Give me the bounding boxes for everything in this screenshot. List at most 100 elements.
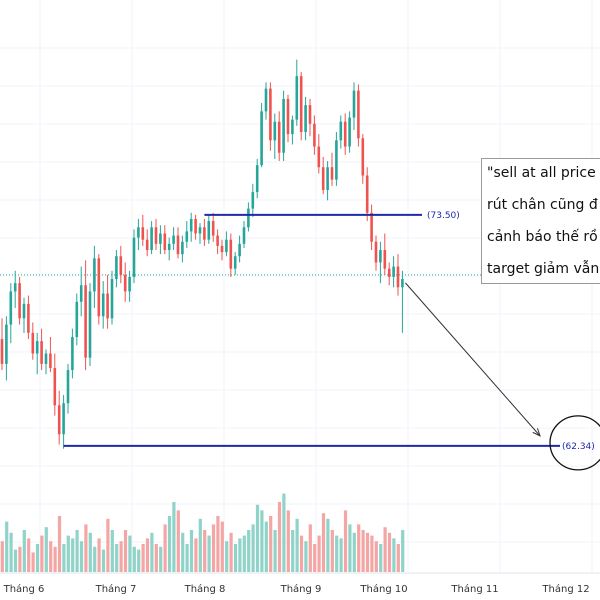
volume-bar (255, 504, 260, 572)
candle-body (27, 303, 30, 333)
volume-bar (159, 546, 163, 572)
price-levels[interactable]: (73.50) (62.34) (63, 211, 600, 471)
volume-bar (401, 530, 405, 572)
volume-bar (264, 521, 268, 572)
candle-body (313, 123, 316, 147)
volume-bar (383, 527, 387, 572)
candle-body (321, 167, 325, 191)
candle-body (35, 341, 39, 354)
volume-bar (308, 524, 312, 572)
volume-bar (321, 513, 326, 572)
volume-bar (233, 544, 238, 572)
candle-body (132, 237, 136, 277)
volume-bar (40, 535, 44, 572)
x-axis-tick-label: Tháng 10 (359, 583, 407, 595)
candle-body (110, 279, 114, 319)
volume-bar (93, 546, 97, 572)
candle-body (260, 111, 263, 166)
candle-body (49, 353, 52, 369)
volume-bar (352, 532, 356, 572)
candle-body (233, 256, 237, 269)
candle-body (238, 243, 241, 257)
candle-body (66, 370, 70, 404)
volume-bar (106, 518, 110, 572)
candle-body (53, 368, 57, 406)
candle-body (207, 221, 211, 240)
candle-body (273, 121, 277, 141)
candle-body (0, 339, 4, 364)
candle-body (154, 227, 158, 244)
volume-bar (286, 510, 290, 572)
volume-bar (207, 535, 211, 572)
volume-bar (53, 546, 57, 572)
volume-bar (379, 544, 383, 572)
candle-body (304, 105, 307, 133)
volume-bar (299, 535, 304, 572)
candle-body (57, 405, 61, 435)
candle-body (216, 235, 219, 246)
candle-body (269, 88, 272, 141)
candle-body (119, 256, 123, 275)
candle-body (211, 221, 215, 236)
volume-bar (251, 524, 255, 572)
volume-bar (225, 541, 229, 572)
volume-bar (5, 521, 9, 572)
candle-body (101, 293, 105, 317)
volume-bar (343, 510, 348, 572)
volume-bar (335, 535, 339, 572)
volume-bar (132, 546, 136, 572)
volume-bar (71, 538, 75, 572)
x-axis-tick-label: Tháng 6 (3, 583, 45, 595)
volume-bar (110, 530, 114, 572)
candle-body (62, 403, 65, 435)
candle-body (299, 76, 303, 133)
volume-bar (88, 532, 92, 572)
candle-body (242, 227, 246, 244)
candle-body (198, 227, 202, 234)
x-axis-tick-label: Tháng 9 (280, 583, 322, 595)
candle-body (128, 276, 131, 292)
candle-body (9, 291, 13, 325)
volume-bar (167, 516, 172, 572)
volume-bar (339, 538, 343, 572)
candle-body (40, 341, 43, 364)
volume-bar (365, 532, 370, 572)
candle-body (352, 90, 356, 118)
volume-bar (374, 541, 378, 572)
volume-bar (62, 544, 66, 572)
candles (0, 59, 404, 449)
candle-body (22, 303, 26, 319)
arrow-head (532, 428, 541, 437)
volume-bar (123, 530, 128, 572)
x-axis-tick-label: Tháng 7 (95, 583, 137, 595)
annotation-note[interactable]: "sell at all price rút chân cũng đ cảnh … (481, 158, 600, 284)
volume-bar (348, 524, 352, 572)
candle-body (348, 117, 351, 147)
candle-body (97, 258, 101, 317)
candle-body (264, 88, 268, 112)
volume-bar (282, 493, 286, 572)
note-line-1: "sell at all price (487, 165, 596, 181)
volume-bar (330, 530, 334, 572)
volume-bar (396, 544, 400, 572)
volume-bar (22, 530, 26, 572)
volume-bar (0, 541, 4, 572)
volume-bar (357, 524, 361, 572)
volume-bar (387, 532, 392, 572)
projection-arrow[interactable] (405, 282, 541, 437)
candle-body (203, 227, 206, 240)
volume-bar (9, 532, 13, 572)
note-line-4: target giảm vẫn (487, 261, 600, 277)
x-axis-tick-label: Tháng 12 (541, 583, 589, 595)
candle-body (75, 301, 79, 337)
price-level-label: (73.50) (427, 211, 460, 221)
candle-body (392, 266, 395, 277)
volume-bar (13, 549, 18, 572)
volume-bar (260, 510, 264, 572)
candle-body (71, 336, 74, 371)
volume-bar (273, 530, 277, 572)
candle-body (18, 283, 21, 319)
volume-bar (295, 518, 299, 572)
